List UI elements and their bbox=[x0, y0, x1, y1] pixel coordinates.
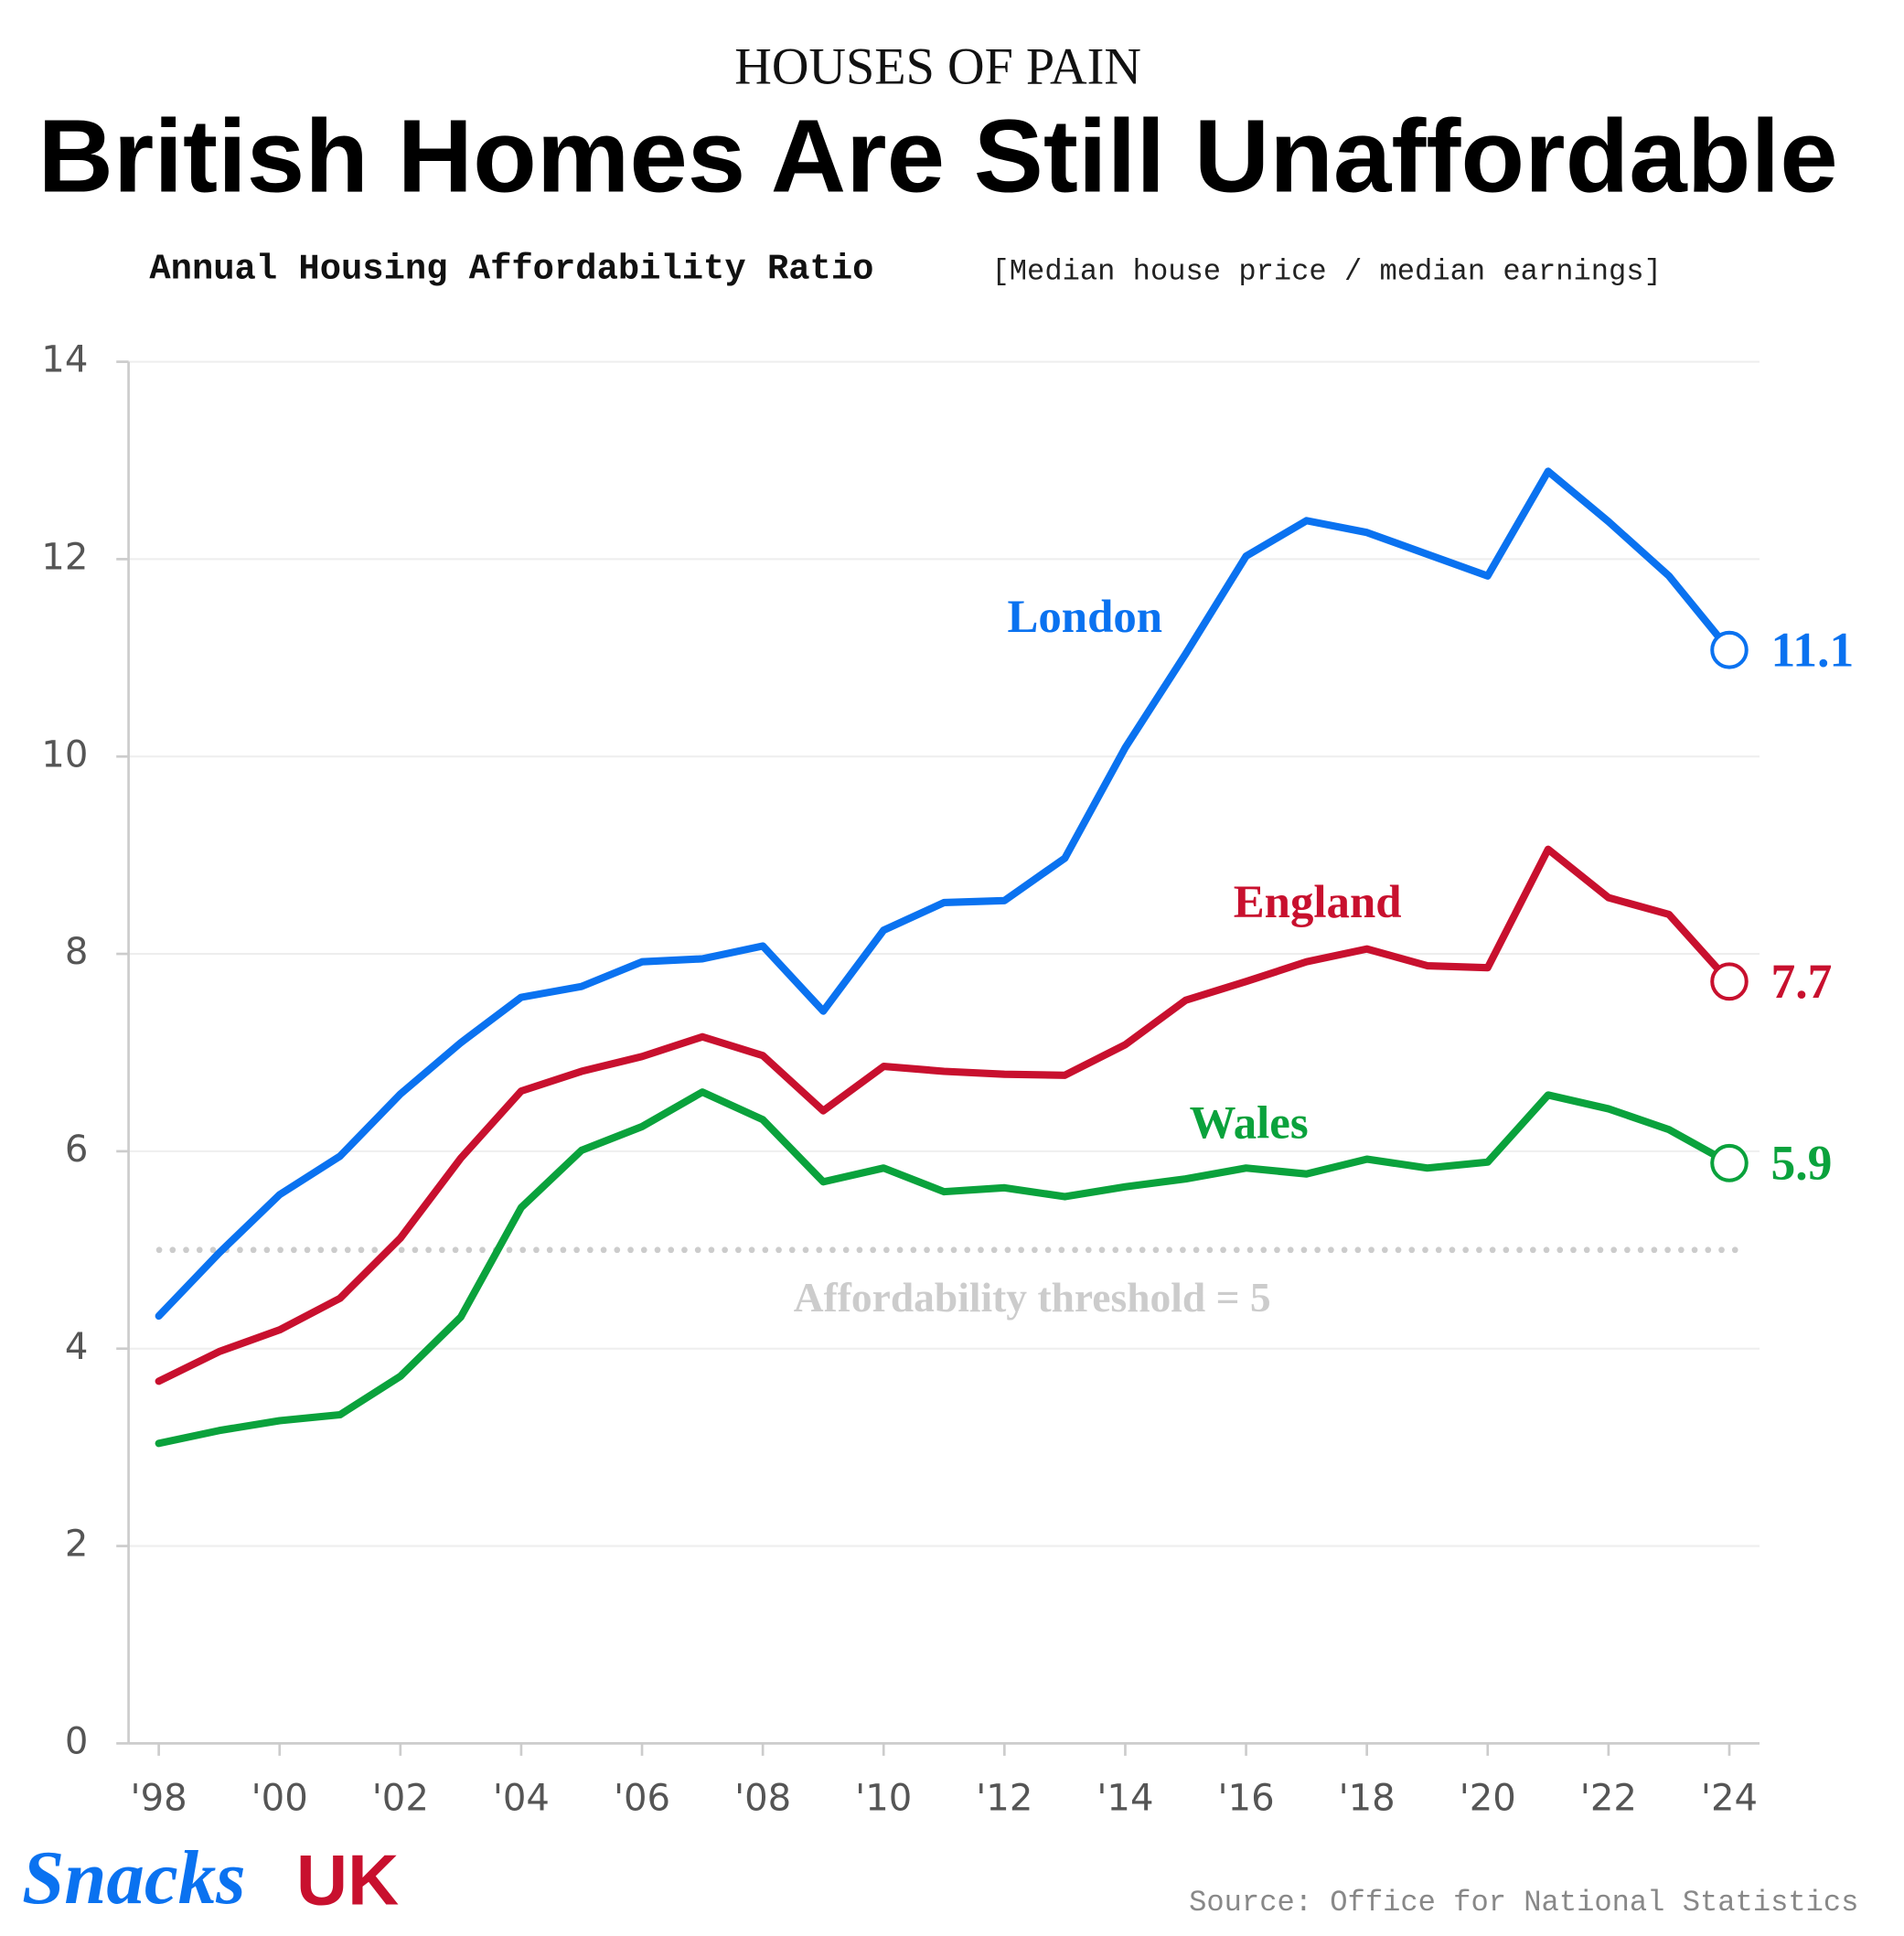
x-tick-label: '22 bbox=[1580, 1776, 1637, 1819]
end-point bbox=[1710, 630, 1749, 669]
x-tick-label: '12 bbox=[976, 1776, 1032, 1819]
y-tick-label: 6 bbox=[65, 1128, 89, 1171]
x-tick-label: '00 bbox=[251, 1776, 308, 1819]
x-tick-label: '08 bbox=[734, 1776, 791, 1819]
x-tick-label: '18 bbox=[1339, 1776, 1396, 1819]
x-tick-label: '02 bbox=[372, 1776, 429, 1819]
y-tick-label: 2 bbox=[65, 1522, 89, 1565]
source: Source: Office for National Statistics bbox=[1189, 1886, 1858, 1920]
y-tick-label: 8 bbox=[65, 930, 89, 973]
x-tick-label: '24 bbox=[1701, 1776, 1758, 1819]
y-tick-label: 0 bbox=[65, 1719, 89, 1762]
y-tick-label: 14 bbox=[41, 337, 88, 380]
series-line bbox=[155, 1088, 1733, 1448]
series-label: England bbox=[1234, 876, 1402, 928]
x-tick-label: '16 bbox=[1217, 1776, 1274, 1819]
chart-title: British Homes Are Still Unaffordable bbox=[38, 98, 1838, 214]
end-label: 11.1 bbox=[1771, 622, 1855, 677]
logo-brand: Snacks bbox=[22, 1836, 246, 1920]
kicker: HOUSES OF PAIN bbox=[734, 38, 1141, 95]
end-label: 7.7 bbox=[1771, 954, 1833, 1009]
y-tick-label: 4 bbox=[65, 1325, 89, 1368]
x-tick-label: '98 bbox=[131, 1776, 187, 1819]
x-tick-label: '14 bbox=[1096, 1776, 1153, 1819]
subtitle: Annual Housing Affordability Ratio bbox=[149, 250, 873, 290]
x-tick-label: '10 bbox=[855, 1776, 912, 1819]
threshold-label: Affordability threshold = 5 bbox=[794, 1274, 1271, 1321]
series-line bbox=[155, 845, 1733, 1385]
x-tick-label: '06 bbox=[614, 1776, 670, 1819]
series-label: Wales bbox=[1190, 1096, 1309, 1149]
series-label: London bbox=[1007, 591, 1162, 643]
logo-region: UK bbox=[296, 1839, 399, 1920]
subtitle-note: [Median house price / median earnings] bbox=[992, 254, 1662, 288]
end-label: 5.9 bbox=[1771, 1135, 1833, 1190]
x-tick-label: '04 bbox=[493, 1776, 550, 1819]
x-tick-label: '20 bbox=[1460, 1776, 1516, 1819]
y-tick-label: 12 bbox=[41, 535, 88, 578]
y-tick-label: 10 bbox=[41, 733, 88, 775]
series-line bbox=[155, 467, 1733, 1321]
end-point bbox=[1710, 1143, 1749, 1182]
end-point bbox=[1710, 962, 1749, 1001]
